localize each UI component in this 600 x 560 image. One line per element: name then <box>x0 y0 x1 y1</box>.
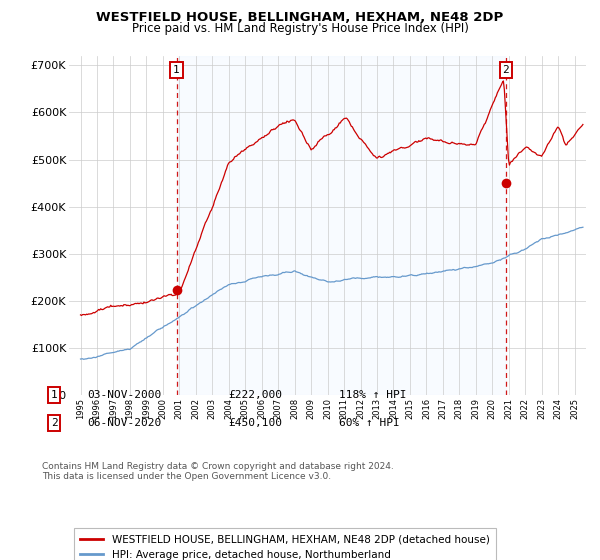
Text: 2: 2 <box>50 418 58 428</box>
Text: 2: 2 <box>503 65 509 75</box>
Text: 118% ↑ HPI: 118% ↑ HPI <box>339 390 407 400</box>
Text: 03-NOV-2000: 03-NOV-2000 <box>87 390 161 400</box>
Text: WESTFIELD HOUSE, BELLINGHAM, HEXHAM, NE48 2DP: WESTFIELD HOUSE, BELLINGHAM, HEXHAM, NE4… <box>97 11 503 24</box>
Text: Price paid vs. HM Land Registry's House Price Index (HPI): Price paid vs. HM Land Registry's House … <box>131 22 469 35</box>
Text: 60% ↑ HPI: 60% ↑ HPI <box>339 418 400 428</box>
Text: £222,000: £222,000 <box>228 390 282 400</box>
Legend: WESTFIELD HOUSE, BELLINGHAM, HEXHAM, NE48 2DP (detached house), HPI: Average pri: WESTFIELD HOUSE, BELLINGHAM, HEXHAM, NE4… <box>74 528 496 560</box>
Text: 1: 1 <box>173 65 180 75</box>
Text: Contains HM Land Registry data © Crown copyright and database right 2024.
This d: Contains HM Land Registry data © Crown c… <box>42 462 394 482</box>
Text: £450,100: £450,100 <box>228 418 282 428</box>
Bar <box>176 56 506 395</box>
Text: 06-NOV-2020: 06-NOV-2020 <box>87 418 161 428</box>
Text: 1: 1 <box>50 390 58 400</box>
